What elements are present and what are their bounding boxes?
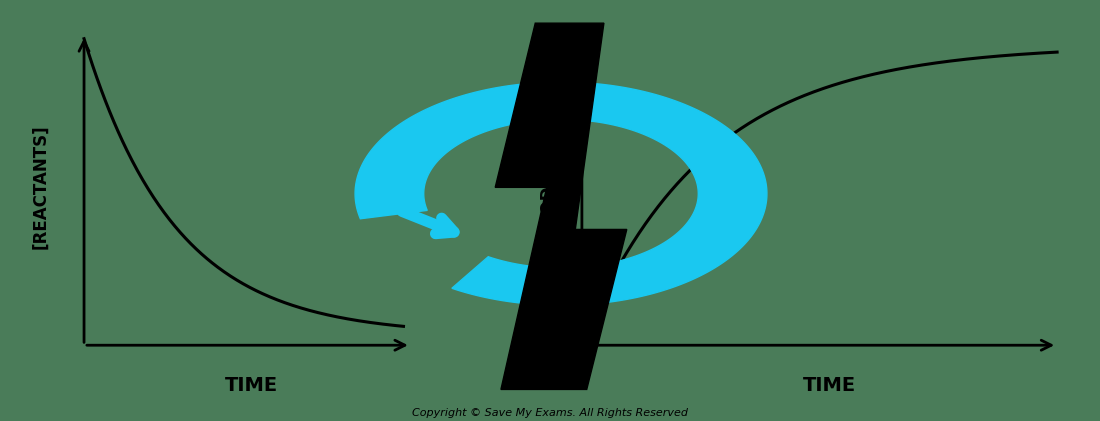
Text: Copyright © Save My Exams. All Rights Reserved: Copyright © Save My Exams. All Rights Re… bbox=[412, 408, 688, 418]
Text: TIME: TIME bbox=[803, 376, 856, 395]
Polygon shape bbox=[495, 23, 627, 389]
Polygon shape bbox=[355, 82, 767, 305]
Text: [REACTANTS]: [REACTANTS] bbox=[32, 125, 50, 249]
Text: TIME: TIME bbox=[224, 376, 277, 395]
Text: [PRODUCTS]: [PRODUCTS] bbox=[538, 128, 557, 245]
